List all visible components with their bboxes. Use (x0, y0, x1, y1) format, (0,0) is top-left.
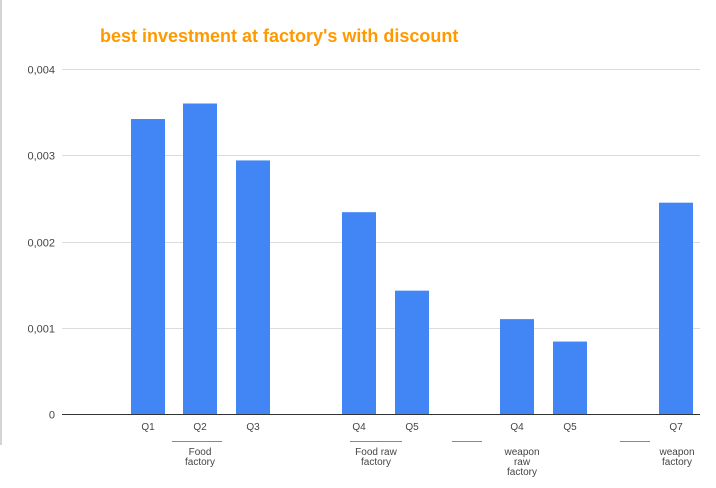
bar-3 (236, 160, 270, 414)
gridlines (62, 69, 700, 415)
bar-6 (500, 319, 534, 414)
x-group-label: factory (662, 457, 692, 468)
x-category-label: Q7 (669, 422, 683, 433)
x-category-label: Q4 (510, 422, 524, 433)
y-tick-label: 0,001 (27, 324, 55, 336)
left-edge-divider (0, 0, 2, 445)
bar-4 (342, 212, 376, 414)
x-axis-categories: Q1 Q2 Q3 Q4 Q5 Q4 Q5 Q7 (141, 422, 683, 433)
bar-5 (395, 290, 429, 414)
bar-1 (131, 119, 165, 415)
bar-2 (183, 103, 217, 414)
x-category-label: Q4 (352, 422, 366, 433)
x-group-label: weapon (658, 447, 694, 458)
x-group-label: factory (185, 457, 215, 468)
x-category-label: Q5 (563, 422, 577, 433)
x-group-label: factory (507, 467, 537, 478)
y-tick-label: 0,002 (27, 238, 55, 250)
x-group-label: raw (514, 457, 531, 468)
x-group-label: factory (361, 457, 391, 468)
x-group-label: Food (189, 447, 212, 458)
x-group-label: Food raw (355, 447, 397, 458)
x-category-label: Q5 (405, 422, 419, 433)
y-axis-ticks: 0 0,001 0,002 0,003 0,004 (27, 65, 55, 422)
x-category-label: Q3 (246, 422, 260, 433)
x-category-label: Q1 (141, 422, 155, 433)
chart-title: best investment at factory's with discou… (100, 26, 459, 46)
y-tick-label: 0,003 (27, 151, 55, 163)
bar-7 (553, 341, 587, 414)
bar-8 (659, 202, 693, 414)
y-tick-label: 0 (49, 410, 55, 422)
y-tick-label: 0,004 (27, 65, 55, 77)
bars (131, 103, 693, 415)
x-group-label: weapon (503, 447, 539, 458)
x-category-label: Q2 (193, 422, 207, 433)
